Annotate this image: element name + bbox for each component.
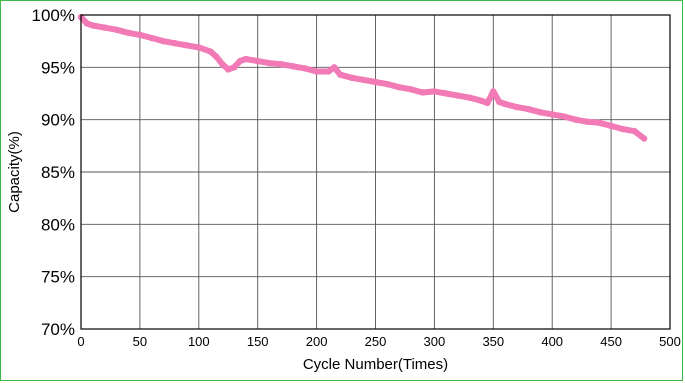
data-point (236, 57, 244, 65)
x-tick-label: 300 (424, 334, 446, 349)
data-point (495, 98, 503, 106)
x-tick-label: 0 (77, 334, 84, 349)
data-point (442, 90, 450, 97)
y-tick-label: 100% (32, 6, 75, 25)
data-point (454, 92, 462, 99)
data-point (183, 42, 191, 49)
data-point (89, 22, 96, 29)
data-point (136, 31, 144, 39)
series-layer (77, 13, 648, 142)
y-tick-label: 70% (41, 320, 75, 339)
data-point (466, 94, 473, 101)
y-tick-label: 85% (41, 163, 75, 182)
data-point (242, 55, 250, 63)
data-point (525, 106, 532, 113)
data-point (230, 64, 238, 71)
data-point (83, 20, 91, 27)
data-point (490, 88, 497, 95)
data-point (207, 48, 214, 55)
data-point (478, 97, 485, 105)
data-point (148, 34, 155, 42)
data-point (596, 119, 603, 127)
grid (80, 14, 671, 330)
data-point (407, 86, 415, 93)
data-point (278, 60, 285, 68)
x-tick-label: 250 (365, 334, 387, 349)
data-point (631, 127, 638, 135)
data-point (325, 68, 332, 75)
y-tick-label: 90% (41, 111, 75, 130)
x-tick-label: 50 (133, 334, 147, 349)
data-point (101, 24, 108, 31)
x-tick-label: 100 (188, 334, 210, 349)
data-point (431, 88, 438, 95)
data-point (336, 71, 344, 78)
x-tick-label: 400 (541, 334, 563, 349)
data-point (484, 99, 491, 107)
data-point (560, 113, 568, 120)
data-point (619, 125, 627, 133)
data-point (607, 122, 615, 130)
data-point (172, 40, 179, 47)
x-tick-label: 150 (247, 334, 269, 349)
plot-area-border (80, 14, 671, 330)
data-point (513, 103, 521, 111)
data-point (395, 84, 403, 91)
y-axis-label: Capacity(%) (6, 131, 23, 213)
data-point (213, 53, 220, 61)
x-tick-label: 450 (600, 334, 622, 349)
data-point (160, 37, 167, 45)
data-point (219, 60, 226, 68)
x-tick-label: 500 (659, 334, 681, 349)
y-tick-label: 80% (41, 215, 75, 234)
data-point (301, 65, 309, 72)
data-point (289, 63, 297, 70)
data-point (584, 118, 591, 125)
data-point (195, 44, 202, 51)
x-axis-label: Cycle Number(Times) (303, 356, 448, 373)
data-point (549, 111, 556, 118)
data-point (384, 80, 391, 88)
x-axis-ticks: 0 50 100 150 200 250 300 350 400 450 500 (77, 334, 680, 349)
x-tick-label: 350 (482, 334, 504, 349)
data-point (501, 100, 509, 108)
data-point (124, 29, 132, 36)
data-point (266, 59, 273, 67)
data-point (113, 26, 120, 33)
data-point (572, 116, 579, 123)
data-point (254, 57, 261, 65)
x-tick-label: 200 (306, 334, 328, 349)
data-point (640, 135, 648, 142)
data-point (419, 89, 426, 96)
y-tick-label: 95% (41, 58, 75, 77)
data-point (331, 64, 338, 71)
data-point (225, 66, 232, 73)
data-point (372, 78, 379, 86)
data-point (537, 109, 544, 116)
data-point (360, 76, 367, 84)
y-tick-label: 75% (41, 268, 75, 287)
data-point (348, 74, 356, 82)
data-point (313, 68, 320, 75)
y-axis-ticks: 70% 75% 80% 85% 90% 95% 100% (32, 6, 75, 339)
